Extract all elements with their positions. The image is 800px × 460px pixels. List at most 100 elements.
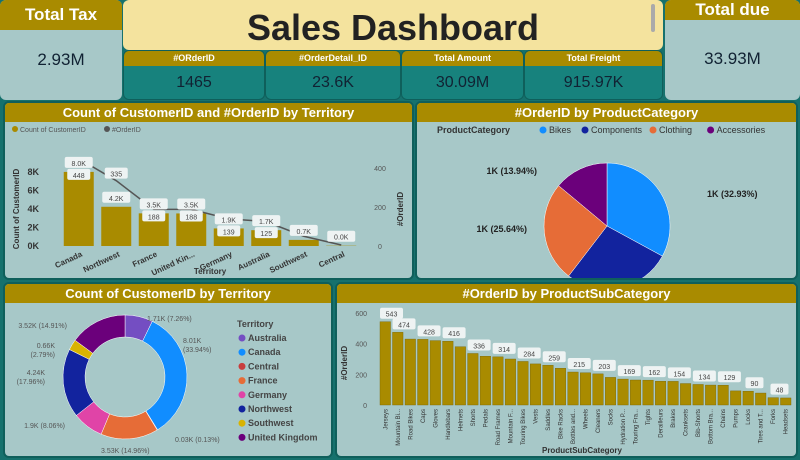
- kpi-order-id: #ORderID 1465: [123, 50, 265, 100]
- bar: [642, 379, 654, 406]
- slice-label: 8.01K: [183, 338, 202, 345]
- line-label: 188: [185, 214, 197, 221]
- bar-label-bg: [380, 307, 404, 319]
- bar: [442, 341, 454, 406]
- slice-label: 4.24K: [27, 370, 46, 377]
- x-tick: Australia: [236, 249, 271, 272]
- bar-label-bg: [517, 347, 541, 359]
- bar-label-bg: [177, 198, 206, 210]
- total-tax-card: Total Tax 2.93M: [0, 0, 122, 100]
- x-tick: Forks: [771, 409, 777, 424]
- y-tick: 4K: [27, 204, 39, 214]
- title-banner: Sales Dashboard: [123, 0, 663, 50]
- bar-label-bg: [64, 156, 93, 168]
- bar-label: 90: [751, 381, 759, 388]
- bar-label-bg: [542, 351, 566, 363]
- x-tick: Chains: [721, 409, 727, 428]
- x-axis-label: ProductSubCategory: [542, 446, 623, 455]
- legend-title: Territory: [237, 319, 273, 329]
- donut-chart: 1.71K (7.26%) 8.01K (33.94%) 0.03K (0.13%) 3…: [17, 314, 318, 455]
- legend-marker: [581, 126, 589, 134]
- y-tick: 0: [363, 403, 367, 410]
- x-tick: Headsets: [784, 409, 790, 434]
- bar: [429, 340, 441, 406]
- x-tick: Central: [317, 250, 346, 270]
- kpi-label: #ORderID: [124, 51, 264, 66]
- legend-marker: [238, 419, 246, 427]
- slice-label: 1K (32.93%): [707, 189, 758, 199]
- x-tick: Handlebars: [446, 409, 452, 440]
- bar-label: 48: [776, 388, 784, 395]
- legend-title: ProductCategory: [437, 125, 510, 135]
- total-tax-label: Total Tax: [0, 0, 122, 30]
- kpi-value: 1465: [176, 74, 212, 91]
- x-tick: Bib-Shorts: [696, 409, 702, 437]
- scrollbar[interactable]: [651, 4, 655, 32]
- y2-tick: 400: [374, 166, 386, 173]
- kpi-value: 915.97K: [563, 74, 624, 91]
- x-tick: Northwest: [82, 250, 122, 275]
- line-label-bg: [217, 225, 241, 237]
- donut-slice: [142, 321, 188, 431]
- legend-label: France: [248, 376, 278, 386]
- x-tick: Road Frames: [496, 409, 502, 445]
- x-tick: Pedals: [483, 409, 489, 427]
- y-tick: 2K: [27, 223, 39, 233]
- bar: [454, 346, 466, 406]
- bar-label: 3.5K: [184, 202, 199, 209]
- y-tick: 600: [355, 311, 367, 318]
- x-axis-label: Territory: [194, 267, 227, 276]
- x-tick: Helmets: [458, 409, 464, 431]
- x-tick: Hydration P...: [621, 409, 627, 445]
- legend-label: Northwest: [248, 404, 292, 414]
- y-tick: 400: [355, 342, 367, 349]
- x-tick: Brakes: [671, 409, 677, 428]
- legend-label: #OrderID: [112, 127, 141, 134]
- x-tick: Gloves: [433, 409, 439, 428]
- total-due-value: 33.93M: [704, 49, 761, 68]
- bar: [542, 365, 554, 406]
- x-tick: Jerseys: [383, 409, 389, 430]
- slice-label: 0.66K: [37, 343, 56, 350]
- line-label: 125: [260, 231, 272, 238]
- bar: [479, 356, 491, 406]
- bar-label-bg: [592, 359, 616, 371]
- line-label-bg: [179, 210, 203, 222]
- slice-label: 1.9K (8.06%): [24, 423, 65, 430]
- kpi-order-detail-id: #OrderDetail_ID 23.6K: [265, 50, 401, 100]
- bar: [655, 381, 667, 406]
- bar-label-bg: [289, 224, 318, 236]
- bar-label: 259: [548, 355, 560, 362]
- legend-marker: [238, 348, 246, 356]
- legend-marker: [238, 391, 246, 399]
- chart-title: Count of CustomerID and #OrderID by Terr…: [5, 103, 412, 122]
- legend-label: Count of CustomerID: [20, 127, 86, 134]
- bar-label-bg: [442, 327, 466, 339]
- bar-label: 215: [573, 362, 585, 369]
- bar: [780, 397, 792, 406]
- slice-label: 3.53K (14.96%): [101, 448, 150, 455]
- chart-title: #OrderID by ProductSubCategory: [337, 284, 796, 303]
- x-tick: Wheels: [584, 409, 590, 429]
- y2-axis-label: #OrderID: [396, 192, 405, 226]
- x-tick: Road Bikes: [408, 409, 414, 440]
- x-tick: Southwest: [268, 250, 309, 275]
- kpi-total-freight: Total Freight 915.97K: [524, 50, 663, 100]
- bar-label: 129: [724, 375, 736, 382]
- slice-label: 1K (25.64%): [476, 224, 527, 234]
- legend-label: United Kingdom: [248, 432, 318, 442]
- x-tick: Bottles and...: [571, 409, 577, 444]
- bar: [767, 397, 779, 406]
- bar: [667, 381, 679, 406]
- kpi-label: Total Freight: [525, 51, 662, 66]
- bar: [705, 384, 717, 406]
- bar-label-bg: [567, 358, 591, 370]
- bar-label: 4.2K: [109, 196, 124, 203]
- panel-category-pie: #OrderID by ProductCategory ProductCateg…: [415, 101, 798, 280]
- bar-label-bg: [214, 213, 243, 225]
- line-label-bg: [67, 168, 91, 180]
- x-tick: France: [131, 249, 159, 268]
- bar-label: 1.7K: [259, 219, 274, 226]
- bar-label: 416: [448, 331, 460, 338]
- chart-title: Count of CustomerID by Territory: [5, 284, 331, 303]
